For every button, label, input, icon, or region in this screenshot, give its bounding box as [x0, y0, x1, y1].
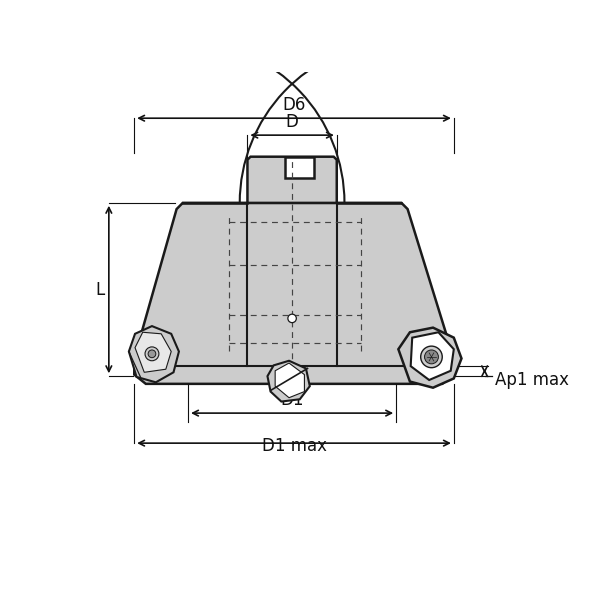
Polygon shape — [135, 332, 171, 372]
Polygon shape — [134, 203, 454, 384]
Polygon shape — [285, 157, 314, 178]
Polygon shape — [247, 157, 337, 203]
Text: D: D — [286, 113, 299, 131]
Text: D1: D1 — [280, 391, 304, 409]
Polygon shape — [268, 361, 310, 401]
Text: D1 max: D1 max — [262, 437, 326, 455]
Polygon shape — [275, 363, 304, 398]
Polygon shape — [129, 326, 179, 382]
Circle shape — [145, 347, 159, 361]
Circle shape — [148, 350, 156, 358]
Circle shape — [288, 314, 296, 323]
Text: L: L — [96, 281, 105, 299]
Polygon shape — [410, 332, 454, 380]
Circle shape — [421, 346, 442, 368]
Text: Ap1 max: Ap1 max — [494, 371, 569, 389]
Circle shape — [425, 350, 439, 364]
Polygon shape — [398, 328, 461, 388]
Text: D6: D6 — [283, 97, 306, 115]
